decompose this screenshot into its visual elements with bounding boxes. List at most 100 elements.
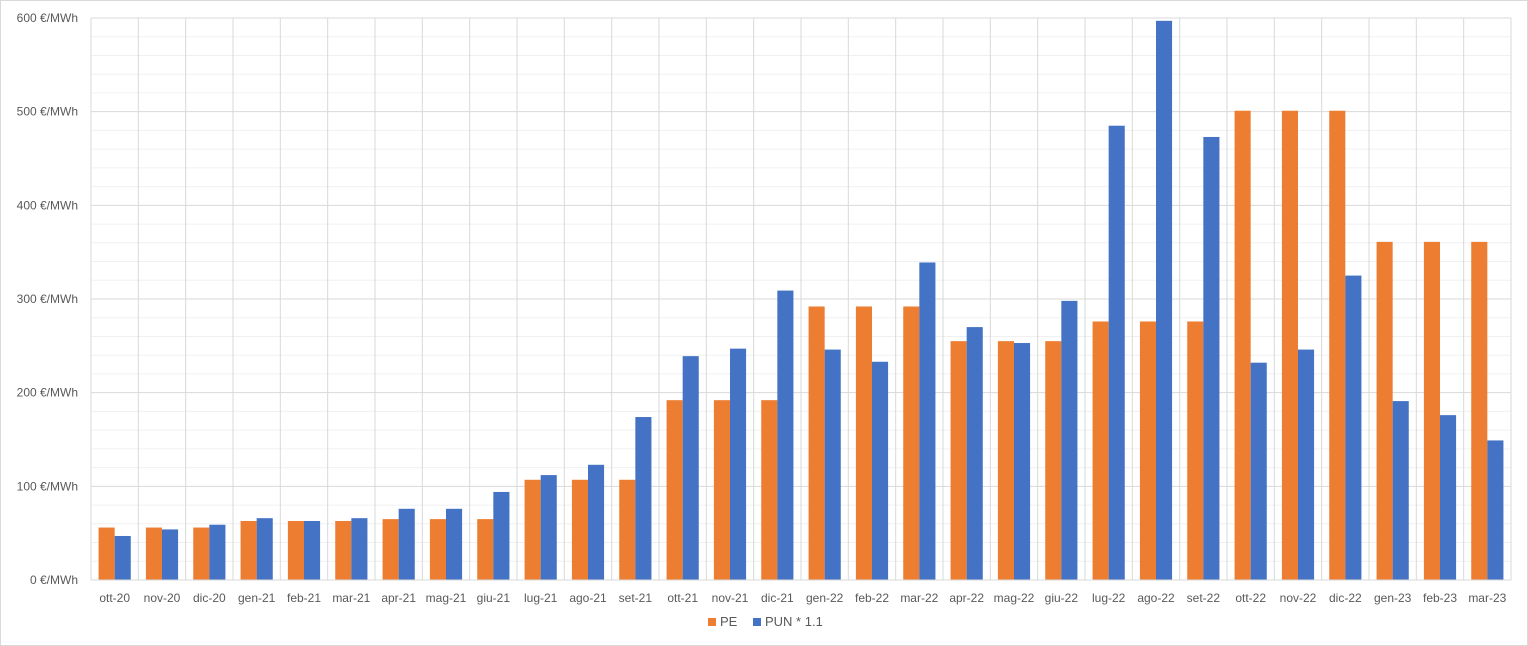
x-tick-label: mar-22: [900, 591, 938, 605]
x-tick-label: mag-22: [994, 591, 1035, 605]
bar-pun-nov-22: [1298, 349, 1315, 580]
bar-pe-feb-21: [287, 520, 304, 580]
x-tick-label: ott-21: [667, 591, 698, 605]
bar-pe-giu-22: [1045, 341, 1062, 580]
bar-pe-ago-22: [1139, 321, 1156, 580]
bar-pun-giu-21: [493, 491, 510, 580]
bar-pun-ott-21: [682, 356, 699, 580]
bar-pun-mar-22: [919, 262, 936, 580]
bar-pun-giu-22: [1061, 300, 1078, 580]
bar-pun-set-22: [1203, 136, 1220, 580]
x-tick-label: lug-22: [1092, 591, 1126, 605]
x-tick-label: feb-21: [287, 591, 321, 605]
x-tick-label: nov-21: [712, 591, 749, 605]
x-tick-label: dic-20: [193, 591, 226, 605]
bar-pun-apr-21: [398, 508, 415, 580]
x-tick-label: ott-22: [1235, 591, 1266, 605]
x-tick-label: nov-20: [144, 591, 181, 605]
bar-pe-mar-22: [903, 306, 920, 580]
bar-pun-lug-22: [1108, 125, 1125, 580]
bar-pun-feb-21: [304, 520, 321, 580]
x-tick-label: apr-22: [949, 591, 984, 605]
bar-pe-lug-21: [524, 479, 541, 580]
bar-pe-giu-21: [477, 519, 494, 580]
bar-pun-ago-21: [588, 464, 605, 580]
bar-pun-dic-20: [209, 524, 226, 580]
x-tick-label: feb-22: [855, 591, 889, 605]
bar-pe-dic-22: [1329, 110, 1346, 580]
x-tick-label: nov-22: [1280, 591, 1317, 605]
bar-pe-ott-20: [98, 527, 115, 580]
x-tick-label: ago-22: [1137, 591, 1175, 605]
bar-pun-mag-22: [1014, 343, 1031, 580]
bar-pe-ott-22: [1234, 110, 1251, 580]
bar-pun-set-21: [635, 417, 652, 580]
bar-pe-gen-22: [808, 306, 825, 580]
bar-pe-dic-20: [193, 527, 210, 580]
x-tick-label: gen-23: [1374, 591, 1412, 605]
bar-pe-mag-21: [429, 519, 446, 580]
bar-pe-set-22: [1187, 321, 1204, 580]
y-tick-label: 600 €/MWh: [17, 11, 78, 25]
y-tick-label: 100 €/MWh: [17, 479, 78, 493]
bar-pun-mar-23: [1487, 440, 1504, 580]
bar-pun-feb-22: [872, 361, 889, 580]
bar-pun-apr-22: [966, 327, 983, 580]
bar-pe-lug-22: [1092, 321, 1109, 580]
bar-pe-mag-22: [997, 341, 1014, 580]
x-tick-label: apr-21: [381, 591, 416, 605]
bar-pe-nov-22: [1281, 110, 1298, 580]
bar-pe-nov-21: [713, 400, 730, 580]
bar-pun-gen-21: [256, 518, 273, 580]
bar-pun-gen-22: [824, 349, 841, 580]
bar-pun-lug-21: [540, 475, 557, 580]
x-tick-label: feb-23: [1423, 591, 1457, 605]
bar-pe-feb-22: [855, 306, 872, 580]
y-tick-label: 500 €/MWh: [17, 105, 78, 119]
x-tick-label: mag-21: [426, 591, 467, 605]
bar-pe-dic-21: [761, 400, 778, 580]
x-tick-label: ago-21: [569, 591, 607, 605]
y-tick-label: 300 €/MWh: [17, 292, 78, 306]
bar-pe-gen-21: [240, 520, 257, 580]
bar-pe-apr-22: [950, 341, 967, 580]
bar-pe-feb-23: [1423, 241, 1440, 580]
bar-pe-mar-23: [1471, 241, 1488, 580]
x-tick-label: giu-22: [1045, 591, 1079, 605]
x-tick-label: set-21: [619, 591, 653, 605]
bar-pun-dic-21: [777, 290, 794, 580]
x-tick-label: lug-21: [524, 591, 558, 605]
bar-pe-nov-20: [145, 527, 162, 580]
legend-swatch-pun: [753, 618, 761, 626]
x-tick-label: dic-22: [1329, 591, 1362, 605]
bar-pe-ago-21: [571, 479, 588, 580]
x-tick-label: gen-21: [238, 591, 276, 605]
x-tick-label: dic-21: [761, 591, 794, 605]
bar-pun-ott-20: [114, 535, 131, 580]
x-tick-label: mar-23: [1468, 591, 1506, 605]
legend-swatch-pe: [708, 618, 716, 626]
bar-pe-ott-21: [666, 400, 683, 580]
bar-pun-nov-21: [730, 348, 747, 580]
bar-pe-gen-23: [1376, 241, 1393, 580]
bar-pun-mag-21: [446, 508, 463, 580]
bar-pun-ott-22: [1250, 362, 1267, 580]
x-tick-label: gen-22: [806, 591, 844, 605]
bar-pun-gen-23: [1392, 401, 1409, 580]
y-tick-label: 200 €/MWh: [17, 386, 78, 400]
bar-pun-feb-23: [1440, 415, 1457, 580]
bar-pe-apr-21: [382, 519, 399, 580]
legend-label-pun: PUN * 1.1: [765, 614, 823, 629]
bar-pun-ago-22: [1156, 20, 1173, 581]
x-tick-label: set-22: [1187, 591, 1221, 605]
bar-pun-nov-20: [162, 529, 179, 580]
x-tick-label: ott-20: [99, 591, 130, 605]
x-tick-label: mar-21: [332, 591, 370, 605]
bar-pe-mar-21: [335, 520, 352, 580]
bar-pun-mar-21: [351, 518, 368, 580]
x-tick-label: giu-21: [477, 591, 511, 605]
bar-pe-set-21: [619, 479, 636, 580]
y-tick-label: 0 €/MWh: [30, 573, 78, 587]
y-tick-label: 400 €/MWh: [17, 198, 78, 212]
